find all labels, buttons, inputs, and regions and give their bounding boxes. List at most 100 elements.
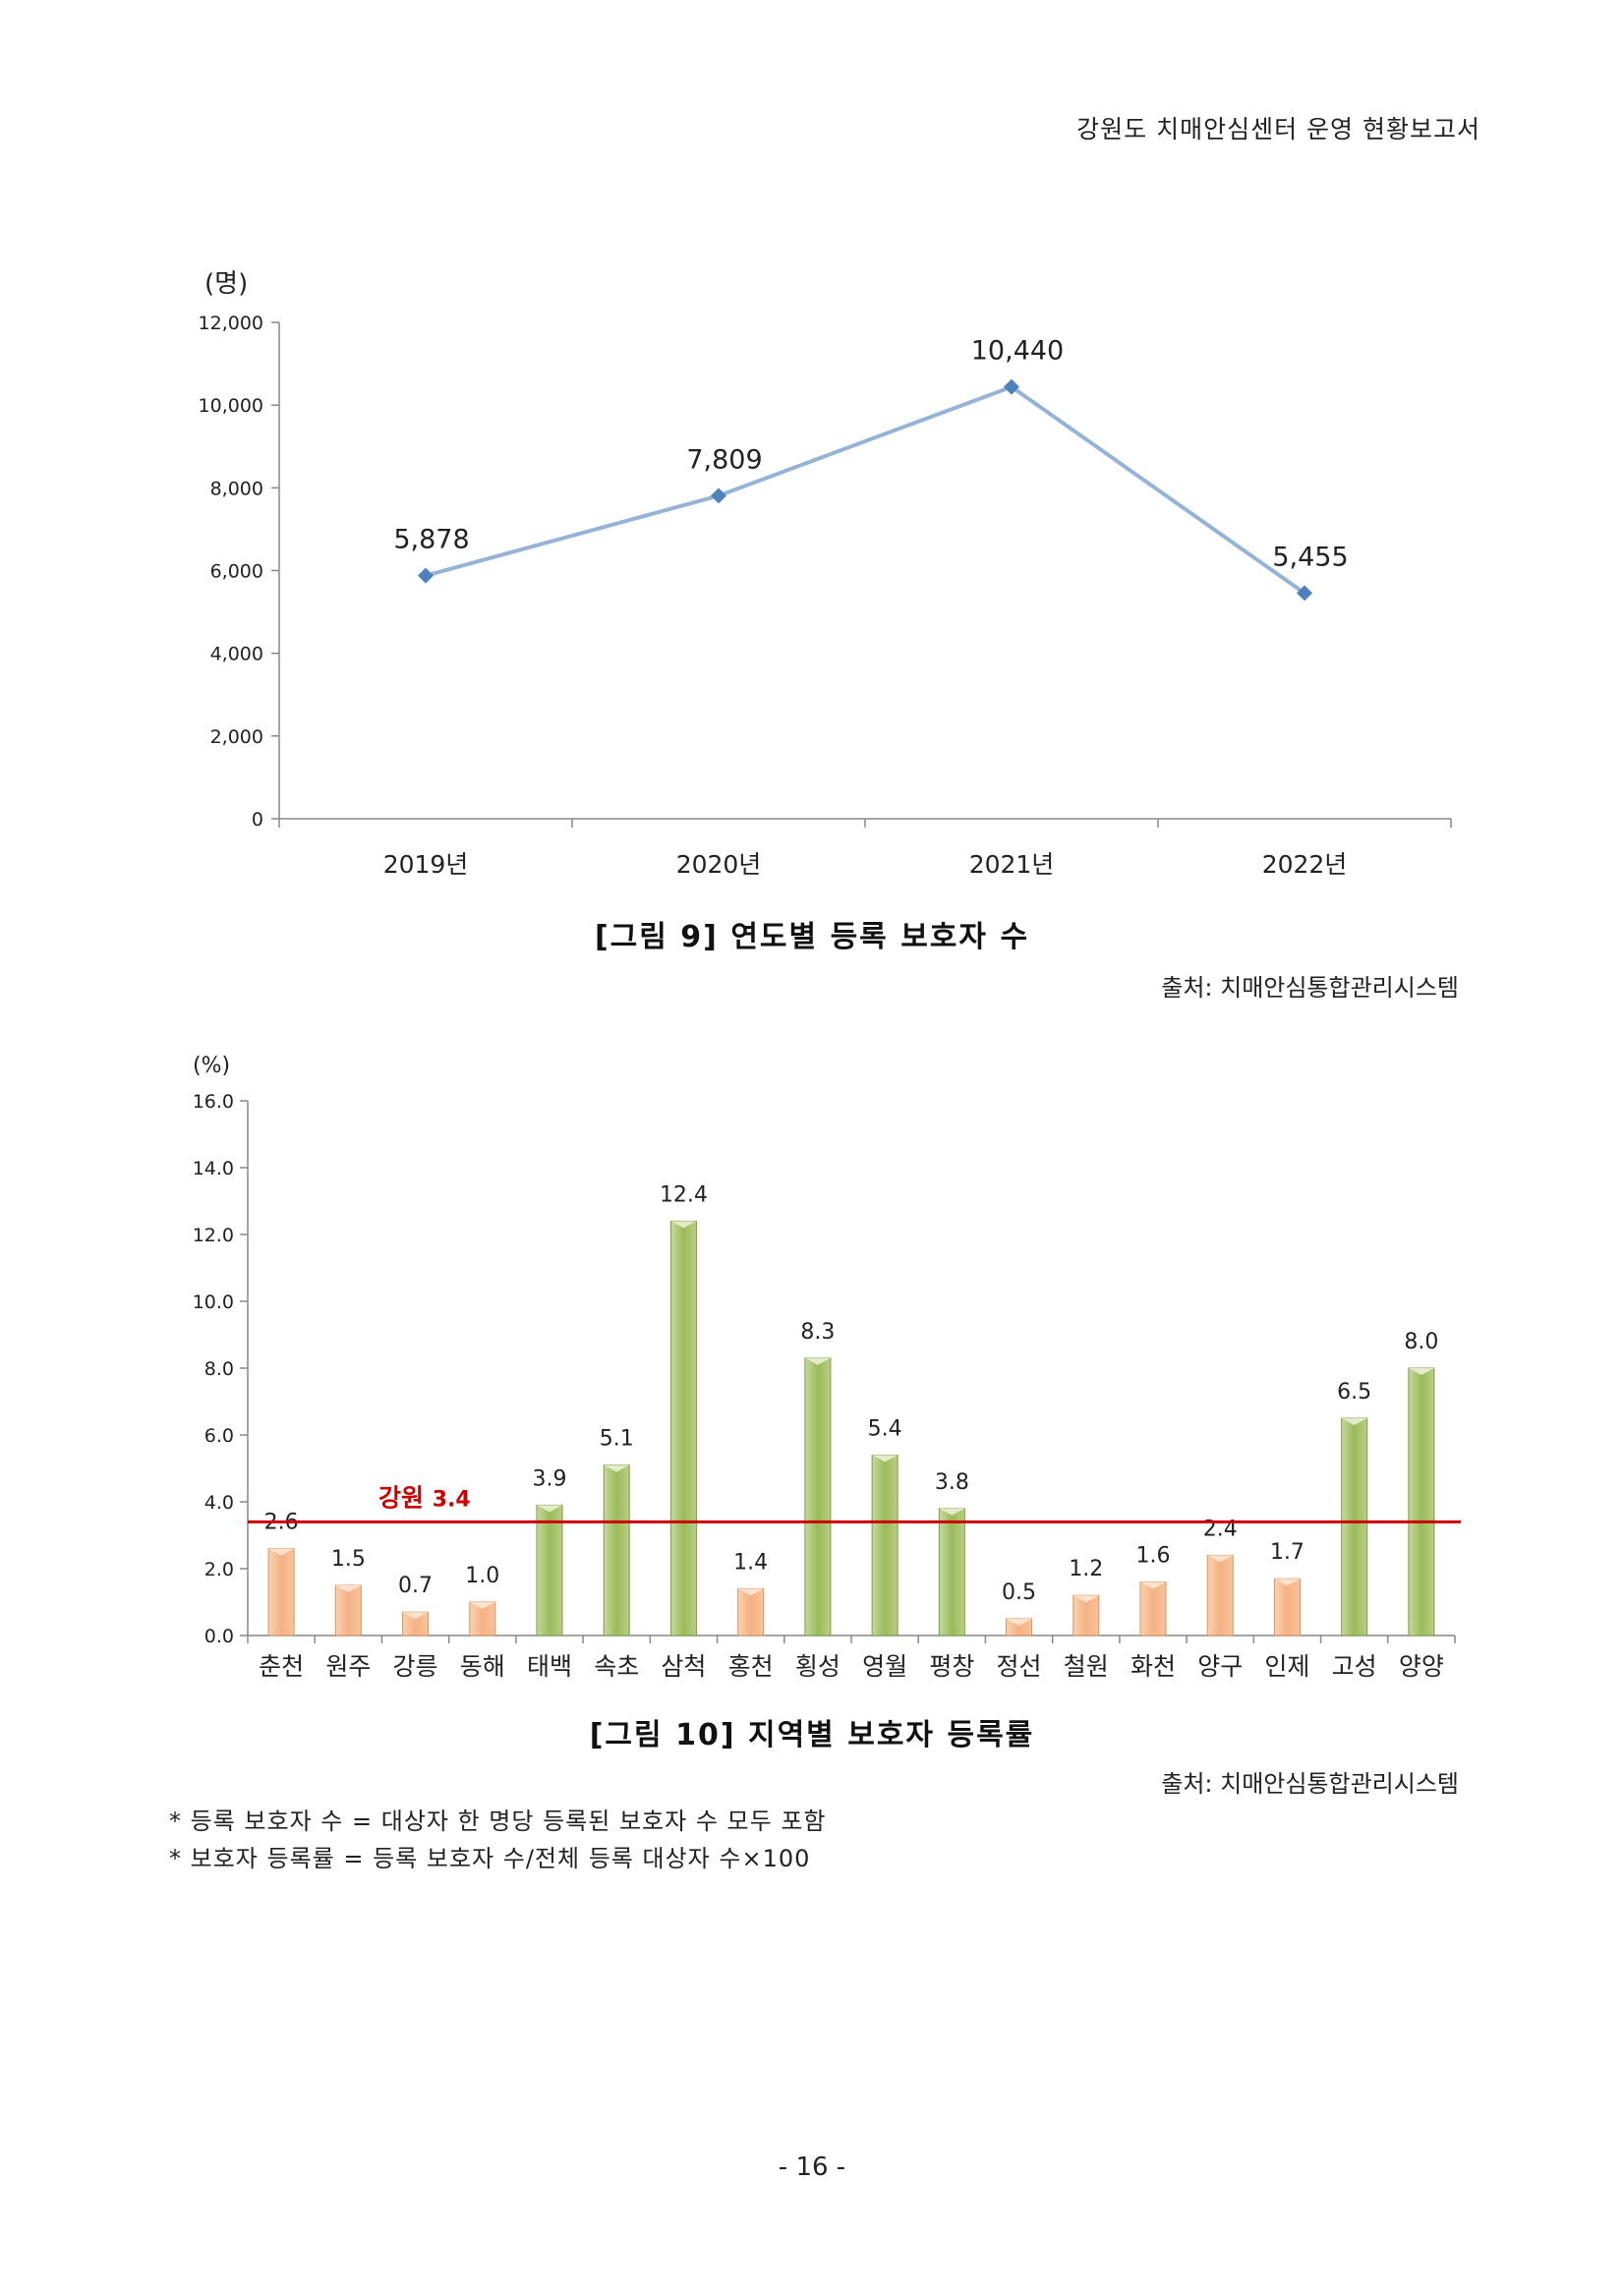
x-tick-label: 2022년 bbox=[1262, 850, 1348, 879]
y-axis-label: (%) bbox=[193, 1054, 230, 1078]
x-tick-label: 속초 bbox=[594, 1652, 639, 1681]
figure10-caption: [그림 10] 지역별 보호자 등록률 bbox=[589, 1718, 1035, 1752]
data-point bbox=[418, 567, 434, 584]
bar-cap bbox=[804, 1357, 831, 1365]
data-label: 1.5 bbox=[331, 1547, 366, 1572]
data-label: 5.1 bbox=[600, 1427, 634, 1452]
bar bbox=[402, 1611, 430, 1636]
bar-cap bbox=[469, 1602, 495, 1609]
bar-cap bbox=[737, 1588, 764, 1596]
notes: * 등록 보호자 수 = 대상자 한 명당 등록된 보호자 수 모두 포함 * … bbox=[169, 1803, 827, 1877]
data-label: 8.0 bbox=[1404, 1330, 1438, 1354]
y-tick-label: 8.0 bbox=[204, 1358, 234, 1380]
y-tick-label: 2,000 bbox=[210, 726, 263, 748]
bar bbox=[1139, 1581, 1167, 1636]
data-label: 3.8 bbox=[935, 1470, 969, 1495]
figure9-line-chart: (명) 0 2,000 4,000 6,000 8,000 10,000 12,000 2019… bbox=[199, 269, 1452, 879]
x-tick-label: 고성 bbox=[1332, 1652, 1377, 1681]
reference-line-label: 강원 3.4 bbox=[378, 1483, 471, 1512]
y-tick-label: 10,000 bbox=[199, 395, 263, 417]
data-label: 1.2 bbox=[1069, 1557, 1103, 1581]
data-label: 10,440 bbox=[971, 336, 1064, 367]
x-tick-label: 평창 bbox=[929, 1652, 974, 1681]
y-tick-label: 12,000 bbox=[199, 313, 263, 334]
data-label: 5.4 bbox=[868, 1416, 902, 1441]
x-tick-label: 영월 bbox=[862, 1652, 907, 1681]
figure9-caption: [그림 9] 연도별 등록 보호자 수 bbox=[594, 920, 1030, 954]
bar bbox=[334, 1584, 362, 1636]
bar-cap bbox=[335, 1585, 362, 1592]
y-tick-label: 6.0 bbox=[204, 1425, 234, 1447]
bar-cap bbox=[1073, 1595, 1099, 1603]
bar bbox=[267, 1548, 295, 1636]
note-item: * 등록 보호자 수 = 대상자 한 명당 등록된 보호자 수 모두 포함 bbox=[169, 1808, 827, 1835]
y-tick-label: 8,000 bbox=[210, 478, 263, 499]
x-tick-label: 강릉 bbox=[393, 1652, 438, 1681]
bar bbox=[804, 1357, 832, 1636]
bar bbox=[1206, 1554, 1234, 1636]
bar bbox=[938, 1508, 965, 1636]
y-tick-label: 6,000 bbox=[210, 561, 263, 583]
data-point bbox=[1004, 378, 1019, 395]
y-tick-label: 12.0 bbox=[193, 1225, 234, 1246]
y-axis-label: (명) bbox=[204, 269, 248, 299]
data-label: 0.7 bbox=[398, 1574, 433, 1598]
bar bbox=[669, 1220, 697, 1636]
data-label: 1.4 bbox=[733, 1550, 768, 1575]
x-tick-label: 인제 bbox=[1264, 1652, 1309, 1681]
x-tick-label: 태백 bbox=[527, 1652, 572, 1681]
reference-line-label-text: 강원 bbox=[378, 1483, 433, 1512]
data-label: 12.4 bbox=[660, 1182, 708, 1207]
x-tick-label: 춘천 bbox=[259, 1652, 304, 1681]
data-label: 1.7 bbox=[1270, 1540, 1305, 1565]
x-tick-label: 2020년 bbox=[676, 850, 762, 879]
bar-cap bbox=[872, 1455, 899, 1463]
figure9-source: 출처: 치매안심통합관리시스템 bbox=[1161, 974, 1459, 1002]
bar-cap bbox=[1408, 1368, 1434, 1375]
bar bbox=[1273, 1578, 1301, 1636]
bar-cap bbox=[1140, 1581, 1166, 1589]
bar-cap bbox=[537, 1505, 562, 1513]
data-label: 6.5 bbox=[1337, 1380, 1371, 1405]
data-label: 3.9 bbox=[533, 1466, 567, 1491]
bar-cap bbox=[1207, 1555, 1234, 1563]
x-tick-label: 삼척 bbox=[661, 1652, 706, 1681]
series-line bbox=[425, 384, 1306, 596]
x-tick-label: 철원 bbox=[1064, 1652, 1109, 1681]
bar bbox=[1341, 1417, 1368, 1636]
figure10-bar-chart: (%)0.02.04.06.08.010.012.014.016.02.6춘천1… bbox=[193, 1054, 1461, 1681]
x-tick-label: 홍천 bbox=[728, 1652, 774, 1681]
x-tick-label: 동해 bbox=[460, 1652, 505, 1681]
x-tick-label: 2019년 bbox=[383, 850, 469, 879]
note-item: * 보호자 등록률 = 등록 보호자 수/전체 등록 대상자 수×100 bbox=[169, 1845, 811, 1872]
data-label: 7,809 bbox=[686, 444, 762, 475]
data-point bbox=[711, 488, 726, 504]
y-tick-label: 14.0 bbox=[193, 1158, 234, 1179]
bar-cap bbox=[402, 1612, 429, 1620]
y-tick-label: 4.0 bbox=[204, 1492, 234, 1514]
x-tick-label: 원주 bbox=[325, 1652, 371, 1681]
x-tick-label: 2021년 bbox=[969, 850, 1055, 879]
report-header: 강원도 치매안심센터 운영 현황보고서 bbox=[1076, 115, 1480, 144]
bar-cap bbox=[604, 1464, 630, 1472]
data-label: 5,878 bbox=[393, 525, 469, 555]
data-label: 0.5 bbox=[1002, 1580, 1036, 1605]
data-label: 8.3 bbox=[800, 1320, 835, 1345]
bar bbox=[871, 1454, 899, 1636]
y-tick-label: 2.0 bbox=[204, 1559, 234, 1580]
reference-line-label-value: 3.4 bbox=[433, 1487, 471, 1512]
data-label: 1.6 bbox=[1136, 1544, 1171, 1569]
bar bbox=[536, 1504, 563, 1636]
figure10-source: 출처: 치매안심통합관리시스템 bbox=[1161, 1770, 1459, 1798]
x-tick-label: 횡성 bbox=[795, 1652, 841, 1681]
bar bbox=[737, 1587, 765, 1636]
x-tick-label: 양양 bbox=[1399, 1652, 1444, 1681]
data-point bbox=[1297, 585, 1312, 602]
x-tick-label: 양구 bbox=[1197, 1652, 1243, 1681]
data-label: 1.0 bbox=[465, 1564, 499, 1588]
bar-cap bbox=[939, 1508, 965, 1516]
bar-cap bbox=[1006, 1619, 1032, 1626]
y-tick-label: 16.0 bbox=[193, 1091, 234, 1113]
page-number: - 16 - bbox=[778, 2152, 846, 2182]
y-tick-label: 0 bbox=[252, 809, 263, 831]
